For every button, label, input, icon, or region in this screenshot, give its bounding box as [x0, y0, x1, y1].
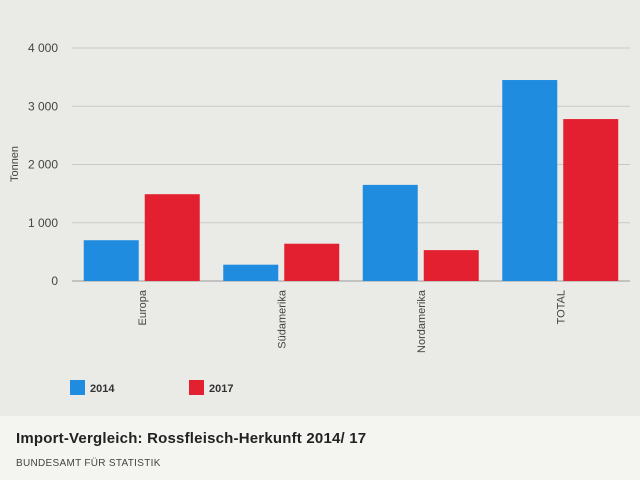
- legend: 2014 2017: [70, 380, 233, 395]
- y-tick-label: 2 000: [28, 158, 58, 172]
- y-axis-ticks: 0 1 000 2 000 3 000 4 000: [28, 41, 58, 288]
- caption-bar: Import-Vergleich: Rossfleisch-Herkunft 2…: [0, 416, 640, 480]
- bar-2017-2: [423, 250, 479, 281]
- y-tick-label: 3 000: [28, 99, 58, 113]
- x-category-label: TOTAL: [555, 290, 567, 324]
- legend-swatch-2014: [70, 380, 85, 395]
- y-axis-title: Tonnen: [9, 146, 21, 182]
- x-category-label: Europa: [137, 289, 149, 325]
- x-category-label: Nordamerika: [416, 289, 428, 353]
- x-category-label: Südamerika: [276, 289, 288, 349]
- bar-2017-3: [563, 119, 619, 281]
- bar-2017-1: [284, 243, 340, 281]
- y-tick-label: 1 000: [28, 216, 58, 230]
- bars: [83, 80, 619, 281]
- bar-2014-0: [83, 240, 139, 281]
- source-label: BUNDESAMT FÜR STATISTIK: [16, 458, 161, 469]
- bar-2014-3: [502, 80, 558, 281]
- chart-title: Import-Vergleich: Rossfleisch-Herkunft 2…: [16, 430, 367, 447]
- bar-2014-1: [223, 264, 279, 281]
- bar-2017-0: [144, 194, 200, 281]
- y-tick-label: 0: [51, 274, 58, 288]
- y-tick-label: 4 000: [28, 41, 58, 55]
- bar-chart: 0 1 000 2 000 3 000 4 000 Tonnen Europa Südam…: [9, 41, 630, 395]
- legend-swatch-2017: [189, 380, 204, 395]
- chart-panel: 0 1 000 2 000 3 000 4 000 Tonnen Europa Südam…: [0, 0, 640, 416]
- legend-label-2014: 2014: [90, 383, 115, 395]
- x-axis-categories: Europa Südamerika Nordamerika TOTAL: [137, 289, 568, 353]
- bar-2014-2: [362, 184, 418, 281]
- legend-label-2017: 2017: [209, 383, 233, 395]
